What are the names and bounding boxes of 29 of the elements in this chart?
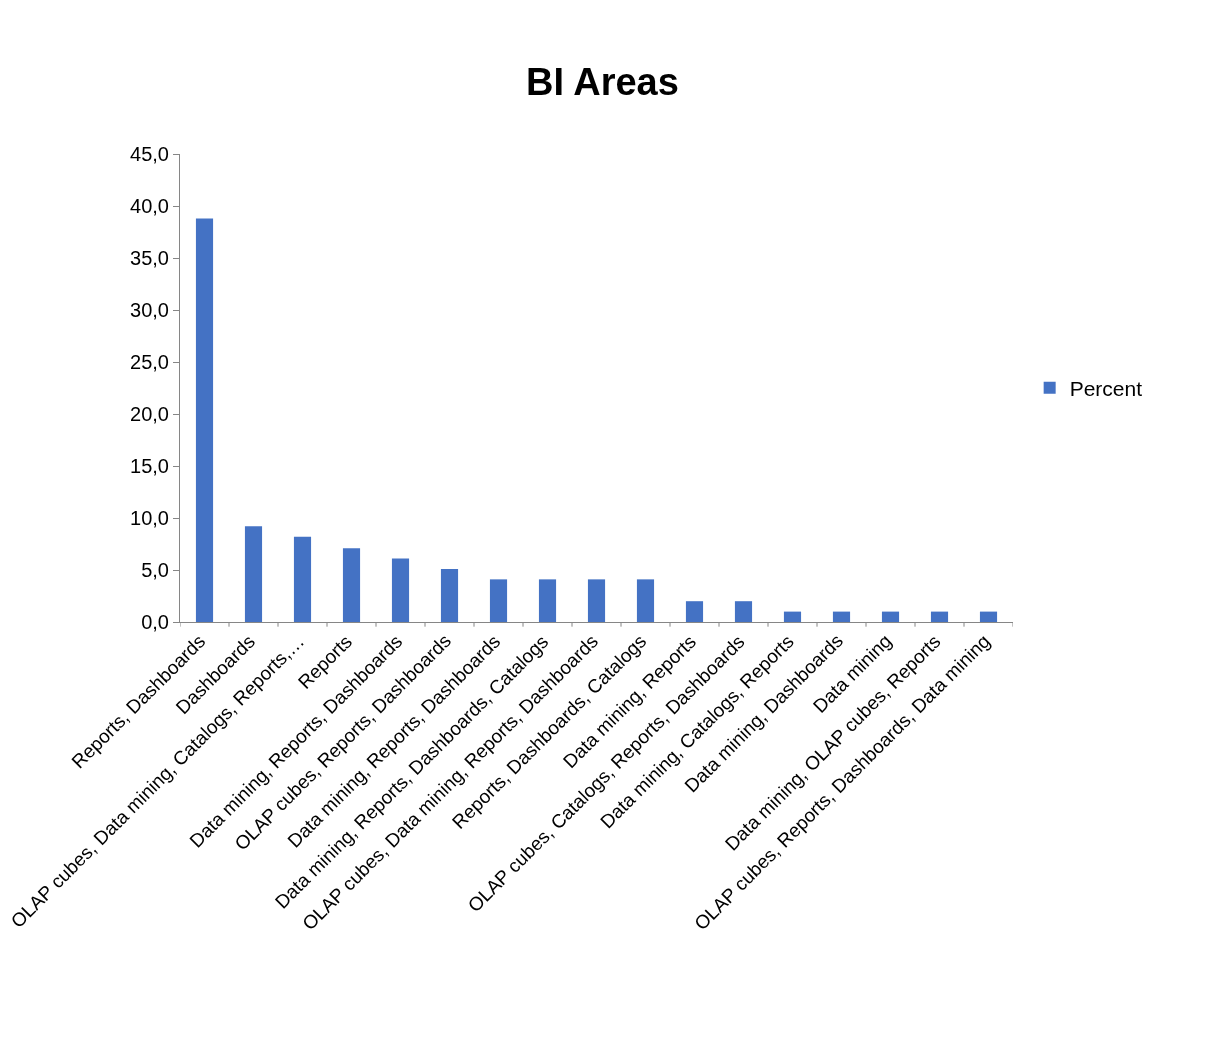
bar xyxy=(930,611,949,622)
bar xyxy=(587,579,606,622)
y-tick-label: 10,0 xyxy=(130,507,169,529)
bar xyxy=(293,536,312,622)
y-tick-label: 5,0 xyxy=(141,559,169,581)
bar xyxy=(881,611,900,622)
y-tick-label: 15,0 xyxy=(130,455,169,477)
legend-label: Percent xyxy=(1069,376,1143,400)
bar xyxy=(489,579,508,622)
y-tick-label: 30,0 xyxy=(130,299,169,321)
bar xyxy=(244,526,263,622)
bar xyxy=(391,558,410,622)
y-tick-label: 0,0 xyxy=(141,611,169,633)
bar xyxy=(734,601,753,622)
bar xyxy=(195,218,214,622)
bar xyxy=(832,611,851,622)
y-tick-label: 35,0 xyxy=(130,247,169,269)
bar xyxy=(685,601,704,622)
chart-title: BI Areas xyxy=(526,61,679,104)
bar xyxy=(440,568,459,622)
bar xyxy=(979,611,998,622)
bar xyxy=(636,579,655,622)
bar xyxy=(538,579,557,622)
y-tick-label: 20,0 xyxy=(130,403,169,425)
y-tick-label: 40,0 xyxy=(130,195,169,217)
bar xyxy=(783,611,802,622)
bar xyxy=(342,548,361,622)
y-tick-label: 45,0 xyxy=(130,143,169,165)
y-tick-label: 25,0 xyxy=(130,351,169,373)
